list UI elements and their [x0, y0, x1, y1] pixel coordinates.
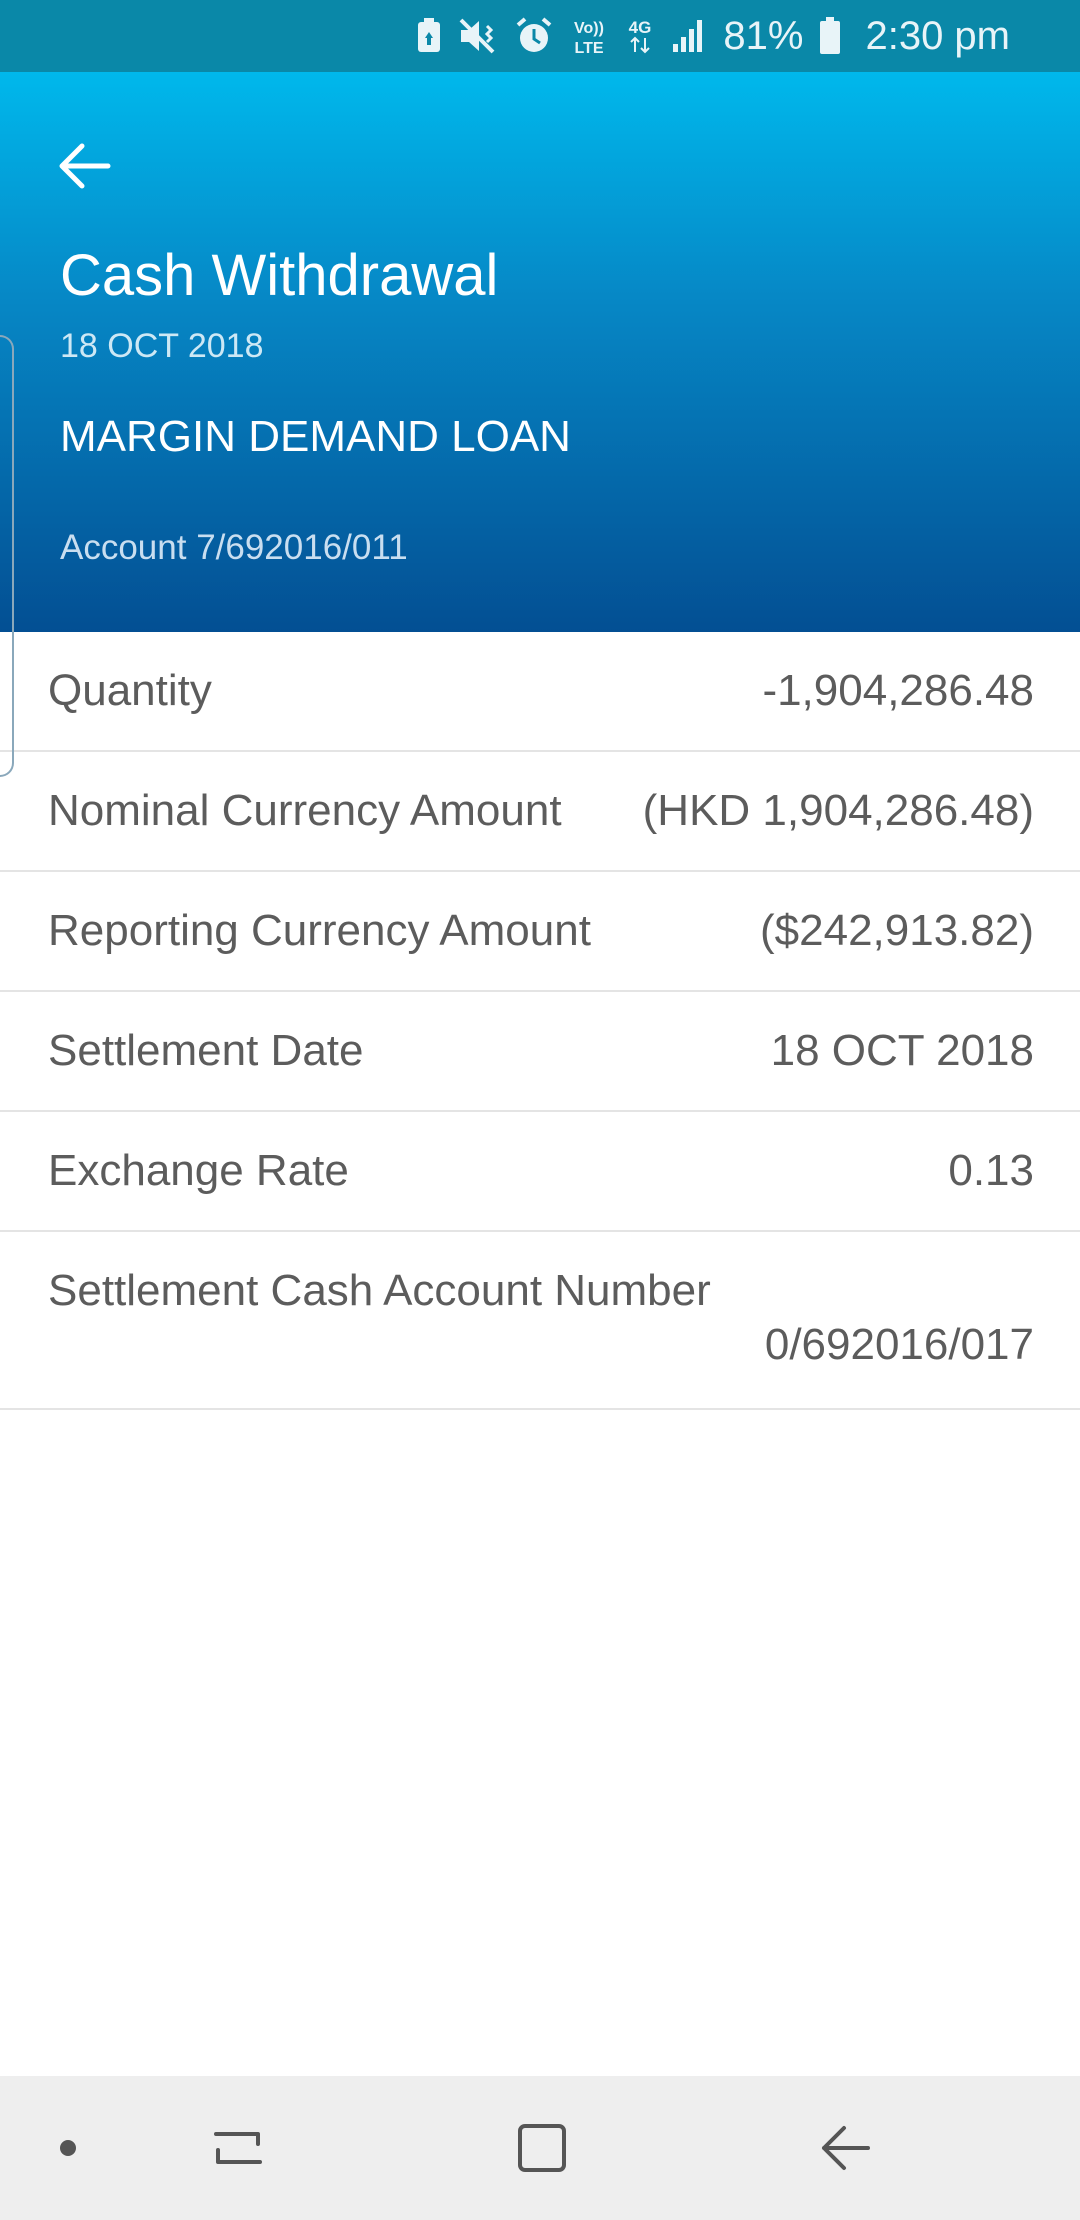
detail-label: Reporting Currency Amount: [48, 906, 591, 956]
detail-value: 18 OCT 2018: [771, 1026, 1034, 1076]
navigation-bar: [0, 2076, 1080, 2220]
detail-label: Settlement Cash Account Number: [48, 1266, 711, 1316]
lte-label: LTE: [575, 40, 604, 56]
network-label: 4G: [629, 18, 652, 37]
recent-apps-icon: [210, 2120, 266, 2176]
back-button[interactable]: [46, 128, 122, 204]
detail-row-nominal-currency-amount: Nominal Currency Amount (HKD 1,904,286.4…: [0, 752, 1080, 872]
battery-saver-icon: [415, 16, 443, 56]
detail-row-quantity: Quantity -1,904,286.48: [0, 632, 1080, 752]
clock: 2:30 pm: [865, 14, 1010, 59]
recent-apps-button[interactable]: [178, 2076, 298, 2220]
volte-label: Vo)): [574, 20, 604, 37]
status-bar: Vo)) LTE 4G 81% 2:30 pm: [0, 0, 1080, 72]
signal-icon: [671, 16, 707, 56]
battery-percent: 81%: [723, 14, 803, 59]
detail-value: 0.13: [948, 1146, 1034, 1196]
system-back-button[interactable]: [784, 2076, 904, 2220]
detail-row-reporting-currency-amount: Reporting Currency Amount ($242,913.82): [0, 872, 1080, 992]
home-button[interactable]: [482, 2076, 602, 2220]
detail-value: -1,904,286.48: [762, 666, 1034, 716]
detail-label: Exchange Rate: [48, 1146, 349, 1196]
transaction-date: 18 OCT 2018: [60, 327, 264, 366]
detail-value: (HKD 1,904,286.48): [643, 786, 1034, 836]
home-icon: [514, 2120, 570, 2176]
status-icons: Vo)) LTE 4G 81% 2:30 pm: [415, 0, 1010, 72]
detail-label: Quantity: [48, 666, 212, 716]
detail-label: Nominal Currency Amount: [48, 786, 562, 836]
account-number: Account 7/692016/011: [60, 528, 408, 568]
detail-value: ($242,913.82): [760, 906, 1034, 956]
nav-dot-button[interactable]: [8, 2076, 128, 2220]
detail-row-settlement-cash-account: Settlement Cash Account Number 0/692016/…: [0, 1232, 1080, 1410]
transaction-details: Quantity -1,904,286.48 Nominal Currency …: [0, 632, 1080, 1410]
account-type: MARGIN DEMAND LOAN: [60, 412, 571, 462]
battery-icon: [819, 16, 841, 56]
mute-vibrate-icon: [459, 16, 499, 56]
dot-icon: [58, 2138, 78, 2158]
detail-label: Settlement Date: [48, 1026, 364, 1076]
detail-row-exchange-rate: Exchange Rate 0.13: [0, 1112, 1080, 1232]
4g-data-icon: 4G: [625, 16, 655, 56]
transaction-header: Cash Withdrawal 18 OCT 2018 MARGIN DEMAN…: [0, 72, 1080, 632]
page-title: Cash Withdrawal: [60, 242, 498, 309]
arrow-left-icon: [56, 142, 112, 190]
back-icon: [816, 2120, 872, 2176]
edge-panel-handle[interactable]: [0, 335, 14, 777]
volte-icon: Vo)) LTE: [569, 16, 609, 56]
alarm-icon: [515, 16, 553, 56]
detail-value: 0/692016/017: [765, 1320, 1034, 1370]
detail-row-settlement-date: Settlement Date 18 OCT 2018: [0, 992, 1080, 1112]
